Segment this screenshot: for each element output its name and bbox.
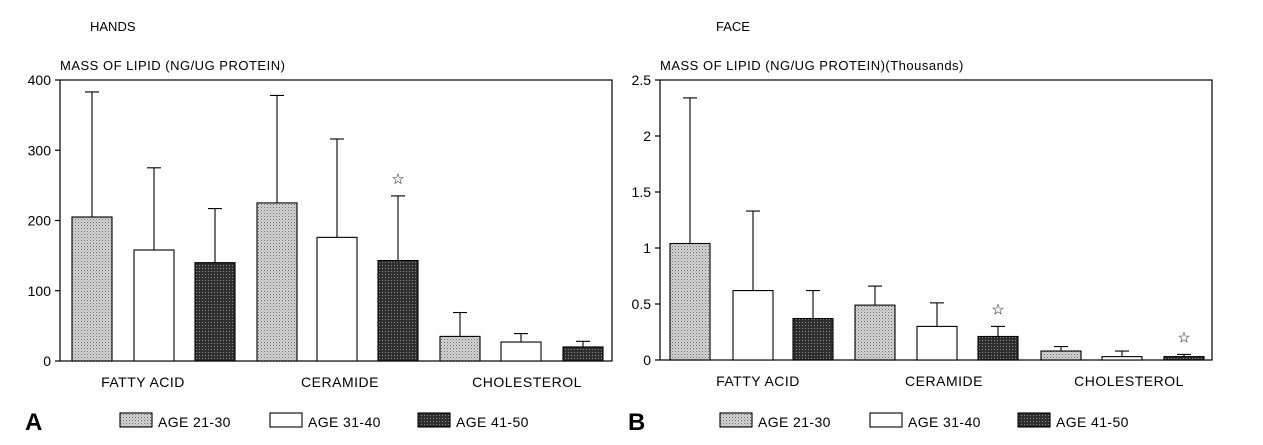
significance-star-marker: ☆ xyxy=(991,301,1004,318)
bar-fatty-acid-series-1 xyxy=(71,216,113,362)
panel-heading: HANDS xyxy=(90,19,136,34)
x-category-label: FATTY ACID xyxy=(716,373,800,389)
legend-swatch xyxy=(119,412,153,428)
legend: AGE 21-30 AGE 31-40 AGE 41-50 xyxy=(119,412,529,430)
category-labels: FATTY ACID CERAMIDE CHOLESTEROL xyxy=(716,373,1184,389)
legend-swatch xyxy=(1017,412,1051,428)
bar-ceramide-series-1 xyxy=(854,304,896,361)
panel-heading: FACE xyxy=(716,19,750,34)
legend: AGE 21-30 AGE 31-40 AGE 41-50 xyxy=(719,412,1129,430)
bar-cholesterol-series-1 xyxy=(1040,350,1082,361)
legend-label: AGE 21-30 xyxy=(758,414,831,430)
panel-label: A xyxy=(25,409,42,436)
bar-fatty-acid-series-1 xyxy=(669,242,711,361)
y-axis-ticks: 0 100 200 300 400 xyxy=(28,72,60,369)
y-tick-label: 200 xyxy=(28,213,52,229)
y-tick-label: 0.5 xyxy=(632,296,652,312)
y-tick-label: 2 xyxy=(643,128,651,144)
bar-cholesterol-series-3 xyxy=(1163,356,1205,361)
bars: ☆ xyxy=(71,91,604,362)
bar-ceramide-series-3 xyxy=(377,259,419,362)
y-tick-label: 0 xyxy=(643,352,651,368)
significance-star-marker: ☆ xyxy=(1177,329,1190,346)
bar-ceramide-series-3 xyxy=(977,335,1019,361)
legend-label: AGE 41-50 xyxy=(456,414,529,430)
legend-label: AGE 31-40 xyxy=(908,414,981,430)
legend-swatch xyxy=(417,412,451,428)
y-axis-label: MASS OF LIPID (NG/UG PROTEIN)(Thousands) xyxy=(660,58,964,73)
bar-fatty-acid-series-3 xyxy=(194,262,236,362)
bar-cholesterol-series-1 xyxy=(439,335,481,362)
legend-label: AGE 41-50 xyxy=(1056,414,1129,430)
bar-fatty-acid-series-3 xyxy=(792,318,834,361)
significance-star-marker: ☆ xyxy=(391,171,404,188)
bar-cholesterol-series-2 xyxy=(500,341,542,362)
x-category-label: CERAMIDE xyxy=(905,373,983,389)
bar-fatty-acid-series-2 xyxy=(133,249,175,362)
y-axis-ticks: 0 0.5 1 1.5 2 2.5 xyxy=(632,72,660,368)
y-axis-label: MASS OF LIPID (NG/UG PROTEIN) xyxy=(60,58,285,73)
legend-label: AGE 21-30 xyxy=(158,414,231,430)
y-tick-label: 2.5 xyxy=(632,72,652,88)
x-category-label: CHOLESTEROL xyxy=(1074,373,1184,389)
y-tick-label: 400 xyxy=(28,72,52,88)
bar-ceramide-series-2 xyxy=(316,236,358,362)
y-tick-label: 1.5 xyxy=(632,184,652,200)
legend-swatch xyxy=(719,412,753,428)
legend-swatch xyxy=(869,412,903,428)
bars: ☆☆ xyxy=(669,97,1205,361)
y-tick-label: 0 xyxy=(43,353,51,369)
x-category-label: CERAMIDE xyxy=(301,374,379,390)
x-category-label: FATTY ACID xyxy=(101,374,185,390)
y-tick-label: 300 xyxy=(28,142,52,158)
chart-panel-hands: HANDS MASS OF LIPID (NG/UG PROTEIN) 0 100… xyxy=(25,19,613,436)
chart-panel-face: FACE MASS OF LIPID (NG/UG PROTEIN)(Thous… xyxy=(628,19,1213,436)
panel-label: B xyxy=(628,409,645,436)
bar-cholesterol-series-3 xyxy=(562,346,604,362)
category-labels: FATTY ACID CERAMIDE CHOLESTEROL xyxy=(101,374,582,390)
bar-ceramide-series-2 xyxy=(916,325,958,361)
y-tick-label: 1 xyxy=(643,240,651,256)
x-category-label: CHOLESTEROL xyxy=(472,374,582,390)
bar-fatty-acid-series-2 xyxy=(732,290,774,361)
bar-cholesterol-series-2 xyxy=(1101,356,1143,361)
legend-swatch xyxy=(269,412,303,428)
y-tick-label: 100 xyxy=(28,283,52,299)
bar-ceramide-series-1 xyxy=(256,202,298,362)
legend-label: AGE 31-40 xyxy=(308,414,381,430)
